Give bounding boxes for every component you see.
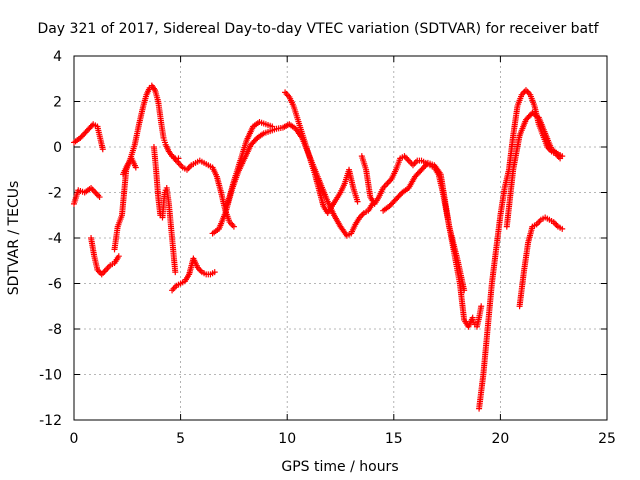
series-t1 bbox=[71, 121, 106, 153]
data-point bbox=[461, 287, 468, 294]
data-point bbox=[96, 194, 103, 201]
x-tick-label: 20 bbox=[491, 431, 509, 447]
x-tick-label: 5 bbox=[176, 431, 185, 447]
y-tick-label: 4 bbox=[53, 49, 62, 65]
series-t10 bbox=[224, 118, 276, 207]
series-t6 bbox=[150, 144, 179, 276]
grid-lines bbox=[74, 56, 607, 420]
series-t5 bbox=[120, 155, 139, 178]
y-tick-label: -2 bbox=[48, 186, 62, 202]
data-point bbox=[423, 161, 430, 168]
series-t16 bbox=[503, 109, 566, 230]
axis-ticks: 0 5 10 15 20 25 -12 -10 -8 -6 -4 -2 0 2 4 bbox=[39, 49, 616, 447]
data-point bbox=[132, 164, 139, 171]
y-tick-label: 2 bbox=[53, 95, 62, 111]
chart-title: Day 321 of 2017, Sidereal Day-to-day VTE… bbox=[37, 21, 599, 37]
data-point bbox=[559, 225, 566, 232]
x-tick-label: 0 bbox=[70, 431, 79, 447]
y-tick-label: 0 bbox=[53, 140, 62, 156]
data-point bbox=[211, 269, 218, 276]
x-tick-label: 15 bbox=[385, 431, 403, 447]
x-tick-label: 25 bbox=[598, 431, 616, 447]
data-point bbox=[354, 198, 361, 205]
data-point bbox=[115, 253, 122, 260]
series-t17 bbox=[516, 214, 566, 310]
y-tick-label: -6 bbox=[48, 277, 62, 293]
series-t14 bbox=[469, 303, 485, 330]
series-t3 bbox=[88, 235, 122, 278]
data-point bbox=[172, 269, 179, 276]
data-points bbox=[71, 82, 566, 412]
series-t7 bbox=[169, 255, 218, 294]
series-t11 bbox=[282, 89, 361, 216]
data-point bbox=[269, 123, 276, 130]
y-tick-label: -12 bbox=[39, 413, 62, 429]
data-point bbox=[559, 153, 566, 160]
data-point bbox=[230, 223, 237, 230]
y-tick-label: -10 bbox=[39, 368, 62, 384]
data-point bbox=[478, 303, 485, 310]
series-t12 bbox=[358, 153, 476, 330]
series-t13 bbox=[380, 159, 468, 294]
y-tick-label: -8 bbox=[48, 322, 62, 338]
x-axis-label: GPS time / hours bbox=[281, 459, 398, 475]
y-axis-label: SDTVAR / TECUs bbox=[6, 181, 22, 296]
y-tick-label: -4 bbox=[48, 231, 62, 247]
series-t2 bbox=[71, 184, 103, 207]
data-point bbox=[99, 146, 106, 153]
x-tick-label: 10 bbox=[278, 431, 296, 447]
